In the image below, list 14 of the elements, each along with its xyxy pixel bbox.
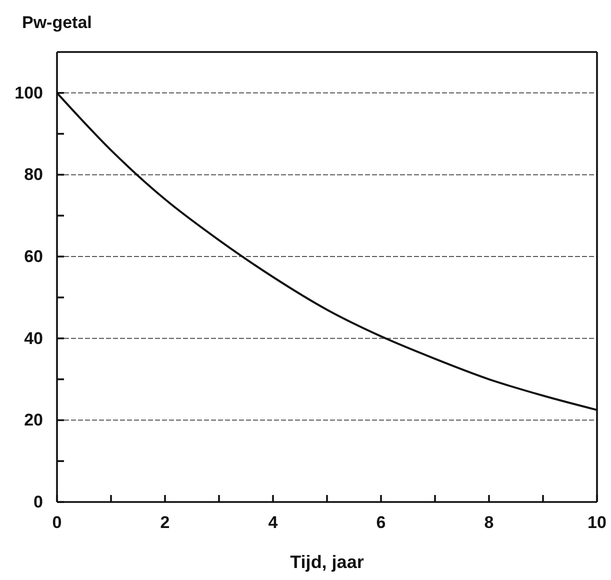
- y-tick-label: 80: [24, 165, 43, 184]
- x-tick-label: 4: [268, 513, 278, 532]
- y-tick-label: 60: [24, 246, 43, 266]
- y-axis-title: Pw-getal: [22, 13, 92, 32]
- x-tick-label: 0: [52, 513, 62, 532]
- x-axis-title: Tijd, jaar: [290, 552, 364, 572]
- x-tick-label: 6: [376, 513, 386, 532]
- x-tick-label: 2: [160, 513, 170, 532]
- x-tick-label: 8: [484, 513, 494, 532]
- x-tick-label: 10: [588, 513, 606, 532]
- y-tick-label: 0: [34, 492, 43, 512]
- y-tick-label: 40: [24, 328, 43, 348]
- y-tick-label: 20: [24, 410, 43, 430]
- y-tick-label: 100: [14, 83, 43, 102]
